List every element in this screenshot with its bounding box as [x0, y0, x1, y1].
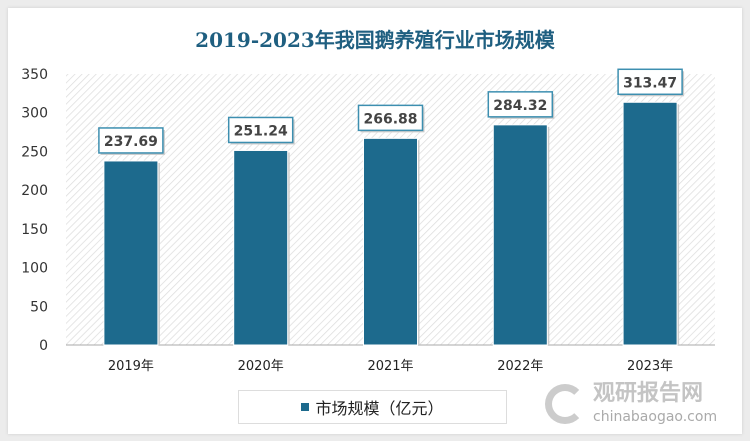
bar [492, 124, 548, 346]
watermark-cn: 观研报告网 [593, 381, 704, 406]
data-label-box [98, 127, 164, 154]
data-label: 313.47 [623, 75, 677, 91]
data-label: 284.32 [493, 98, 547, 114]
y-tick-label: 100 [21, 261, 48, 277]
data-label: 237.69 [104, 134, 158, 150]
x-tick-label: 2022年 [497, 359, 543, 374]
y-tick-label: 0 [39, 338, 48, 354]
y-tick-label: 250 [21, 144, 48, 160]
y-tick-label: 150 [21, 222, 48, 238]
watermark-logo-icon [545, 384, 585, 424]
watermark-en: chinabaogao.com [593, 409, 718, 425]
chart-title: 2019-2023年我国鹅养殖行业市场规模 [195, 28, 555, 52]
data-label-box [487, 91, 554, 118]
x-tick-label: 2019年 [108, 359, 154, 374]
bar [622, 101, 678, 346]
data-label: 266.88 [363, 111, 417, 127]
y-tick-label: 350 [21, 67, 48, 83]
data-label-box [357, 104, 424, 132]
data-label-box [227, 116, 294, 144]
legend-swatch [301, 403, 310, 411]
data-label-box [617, 68, 683, 96]
y-tick-label: 300 [21, 106, 48, 122]
legend-label: 市场规模（亿元） [315, 399, 444, 418]
y-tick-label: 50 [30, 299, 48, 315]
x-tick-label: 2020年 [238, 359, 284, 374]
bar [233, 149, 289, 346]
x-tick-label: 2021年 [367, 359, 413, 374]
bar [103, 160, 159, 346]
data-label: 251.24 [234, 123, 288, 139]
bar [363, 137, 418, 346]
legend: 市场规模（亿元） [238, 390, 507, 424]
x-tick-label: 2023年 [627, 359, 673, 374]
y-tick-label: 200 [21, 183, 48, 199]
